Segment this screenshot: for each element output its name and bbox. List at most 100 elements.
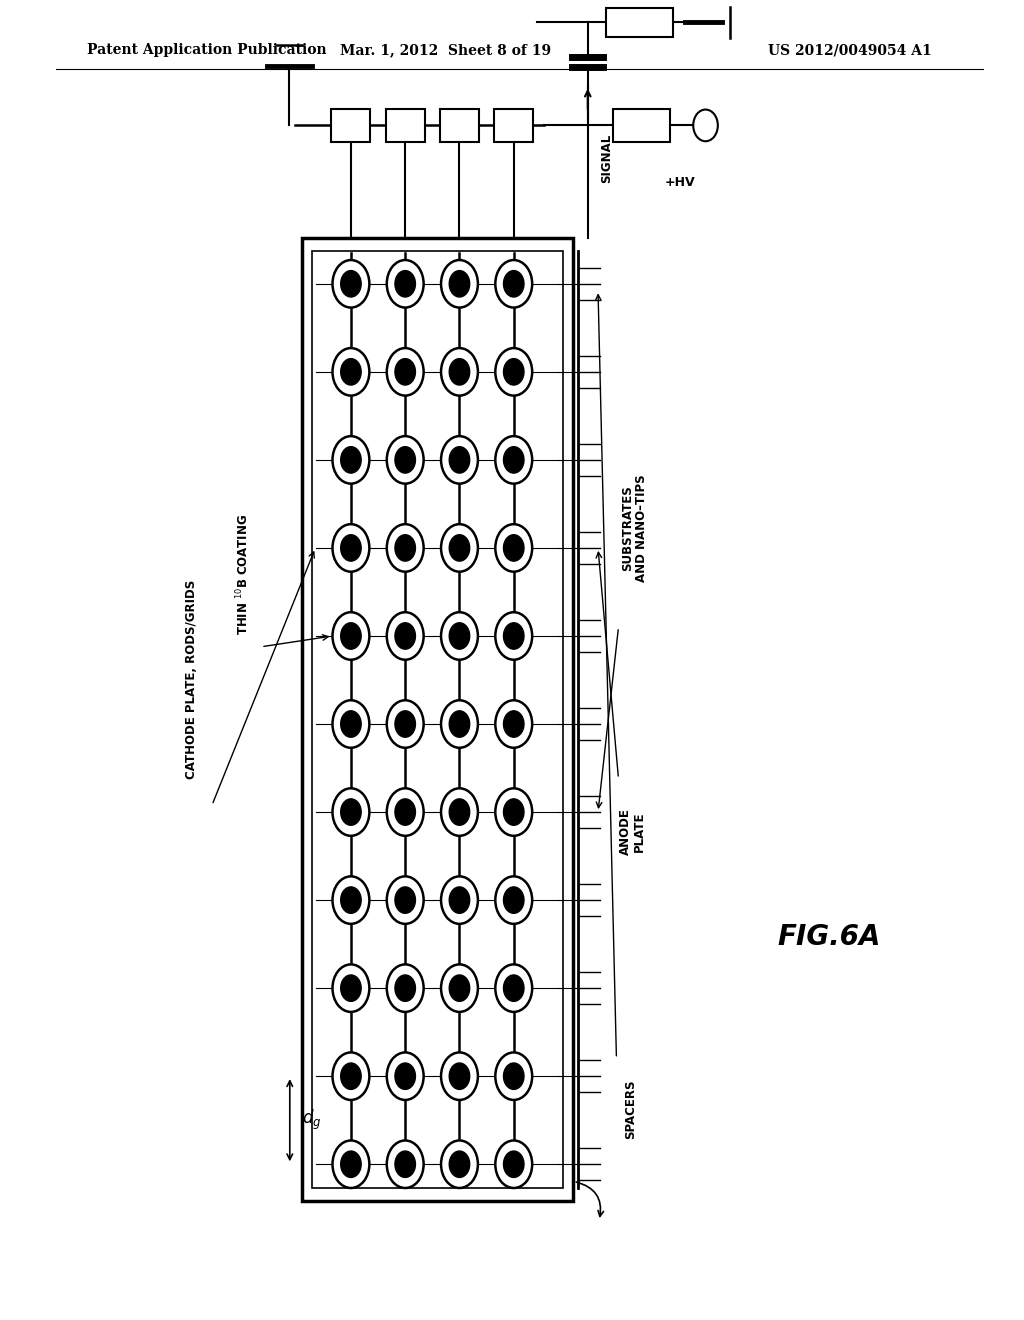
Circle shape	[504, 446, 524, 473]
Circle shape	[450, 710, 470, 738]
Circle shape	[496, 260, 532, 308]
Text: Mar. 1, 2012  Sheet 8 of 19: Mar. 1, 2012 Sheet 8 of 19	[340, 44, 551, 57]
Text: CATHODE PLATE, RODS/GRIDS: CATHODE PLATE, RODS/GRIDS	[185, 581, 198, 779]
Circle shape	[450, 359, 470, 385]
Circle shape	[441, 524, 478, 572]
Circle shape	[450, 799, 470, 825]
Circle shape	[395, 799, 416, 825]
Circle shape	[441, 965, 478, 1012]
Circle shape	[450, 535, 470, 561]
Circle shape	[387, 524, 424, 572]
Circle shape	[333, 965, 370, 1012]
Circle shape	[496, 524, 532, 572]
Text: US 2012/0049054 A1: US 2012/0049054 A1	[768, 44, 932, 57]
Circle shape	[504, 271, 524, 297]
Circle shape	[441, 701, 478, 747]
Circle shape	[441, 436, 478, 483]
Circle shape	[341, 446, 361, 473]
Text: SPACERS: SPACERS	[625, 1078, 637, 1139]
Bar	[312, 251, 563, 1188]
Circle shape	[387, 1140, 424, 1188]
Circle shape	[395, 535, 416, 561]
Circle shape	[450, 1063, 470, 1089]
Circle shape	[504, 887, 524, 913]
Circle shape	[395, 623, 416, 649]
Circle shape	[496, 701, 532, 747]
Circle shape	[395, 710, 416, 738]
Circle shape	[333, 260, 370, 308]
Circle shape	[441, 1052, 478, 1100]
Bar	[495, 110, 534, 143]
Circle shape	[341, 359, 361, 385]
Circle shape	[341, 1151, 361, 1177]
Circle shape	[387, 876, 424, 924]
Circle shape	[504, 710, 524, 738]
Circle shape	[341, 975, 361, 1002]
Circle shape	[387, 348, 424, 396]
Bar	[613, 110, 670, 143]
Circle shape	[504, 535, 524, 561]
Circle shape	[387, 788, 424, 836]
Circle shape	[341, 799, 361, 825]
Circle shape	[333, 788, 370, 836]
Bar	[440, 110, 479, 143]
Circle shape	[504, 975, 524, 1002]
Text: +HV: +HV	[665, 176, 695, 189]
Circle shape	[395, 1151, 416, 1177]
Bar	[606, 8, 673, 37]
Circle shape	[387, 612, 424, 660]
Circle shape	[496, 348, 532, 396]
Text: SUBSTRATES
AND NANO–TIPS: SUBSTRATES AND NANO–TIPS	[622, 474, 648, 582]
Circle shape	[441, 612, 478, 660]
Circle shape	[504, 799, 524, 825]
Circle shape	[441, 260, 478, 308]
Circle shape	[450, 271, 470, 297]
Circle shape	[341, 535, 361, 561]
Circle shape	[333, 876, 370, 924]
Circle shape	[496, 612, 532, 660]
Circle shape	[496, 876, 532, 924]
Circle shape	[504, 1151, 524, 1177]
Circle shape	[333, 1052, 370, 1100]
Circle shape	[387, 260, 424, 308]
Circle shape	[450, 887, 470, 913]
Circle shape	[387, 701, 424, 747]
Text: FIG.6A: FIG.6A	[778, 923, 881, 952]
Circle shape	[504, 359, 524, 385]
Text: Patent Application Publication: Patent Application Publication	[87, 44, 327, 57]
Circle shape	[496, 436, 532, 483]
Circle shape	[387, 1052, 424, 1100]
Circle shape	[333, 348, 370, 396]
Circle shape	[450, 975, 470, 1002]
Circle shape	[341, 1063, 361, 1089]
Text: SIGNAL: SIGNAL	[600, 133, 613, 183]
Circle shape	[387, 436, 424, 483]
Circle shape	[333, 1140, 370, 1188]
Bar	[332, 110, 371, 143]
Circle shape	[441, 1140, 478, 1188]
Circle shape	[341, 710, 361, 738]
Circle shape	[341, 623, 361, 649]
Circle shape	[395, 975, 416, 1002]
Text: $d_g$: $d_g$	[302, 1107, 322, 1133]
Circle shape	[441, 348, 478, 396]
Circle shape	[441, 876, 478, 924]
Circle shape	[450, 446, 470, 473]
Circle shape	[450, 1151, 470, 1177]
Circle shape	[341, 887, 361, 913]
Circle shape	[496, 1140, 532, 1188]
Circle shape	[341, 271, 361, 297]
Circle shape	[496, 965, 532, 1012]
Circle shape	[333, 612, 370, 660]
Circle shape	[333, 524, 370, 572]
Circle shape	[395, 359, 416, 385]
Circle shape	[441, 788, 478, 836]
Circle shape	[395, 887, 416, 913]
Circle shape	[395, 446, 416, 473]
Circle shape	[333, 436, 370, 483]
Bar	[302, 238, 573, 1201]
Circle shape	[450, 623, 470, 649]
Circle shape	[333, 701, 370, 747]
Bar	[386, 110, 425, 143]
Circle shape	[504, 1063, 524, 1089]
